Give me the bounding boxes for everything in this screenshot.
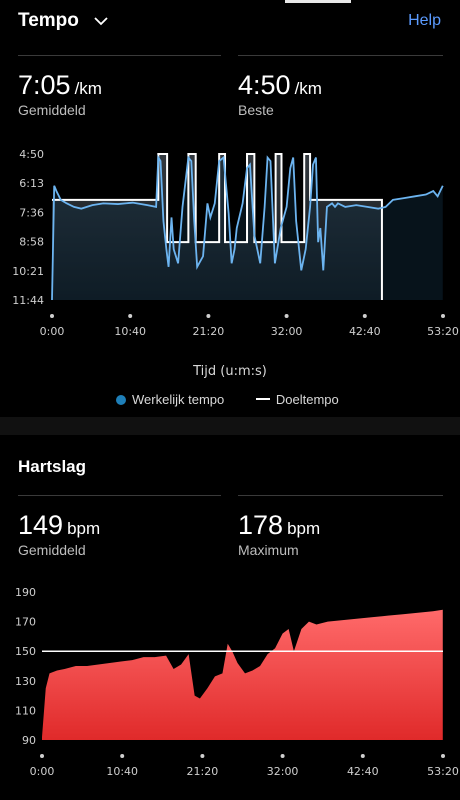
pace-x-tick-label: 0:00 xyxy=(40,325,65,338)
pace-chart[interactable]: 4:50 6:13 7:36 8:58 10:21 11:44 0:00 10:40 21:20… xyxy=(0,140,460,385)
heart-rate-section-title: Hartslag xyxy=(18,457,87,476)
target-pace-line xyxy=(52,153,383,300)
avg-hr-unit: bpm xyxy=(67,519,101,538)
max-hr-value: 178 xyxy=(238,510,284,540)
hr-x-tick-dot xyxy=(360,754,365,758)
divider xyxy=(18,495,221,496)
heart-rate-chart[interactable]: 190 170 150 130 110 90 0:00 10:40 21:20 32:00 42:4… xyxy=(0,580,460,780)
avg-hr-value: 149 xyxy=(18,510,64,540)
avg-pace-value: 7:05 xyxy=(18,70,71,100)
actual-pace-line xyxy=(51,154,444,301)
legend-actual-label: Werkelijk tempo xyxy=(132,392,225,407)
target-pace-legend-line xyxy=(255,398,270,400)
hr-x-tick-dot xyxy=(200,754,205,758)
hr-x-tick-label: 53:20 xyxy=(427,765,459,778)
avg-hr-label: Gemiddeld xyxy=(18,542,86,558)
pace-x-tick-dot xyxy=(441,314,445,318)
pace-y-tick-label: 10:21 xyxy=(12,265,44,278)
hr-y-tick-label: 110 xyxy=(15,704,36,717)
pace-x-tick-label: 53:20 xyxy=(427,325,459,338)
pace-y-tick-label: 8:58 xyxy=(19,236,44,249)
target-pace-area xyxy=(52,154,382,300)
hr-x-tick-dot xyxy=(120,754,125,758)
hr-x-tick-dot xyxy=(280,754,285,758)
divider xyxy=(238,55,443,56)
pace-y-tick-label: 4:50 xyxy=(19,148,44,161)
divider xyxy=(238,495,443,496)
hr-x-tick-label: 10:40 xyxy=(106,765,138,778)
best-pace-label: Beste xyxy=(238,102,274,118)
active-tab-indicator xyxy=(285,0,351,3)
pace-x-tick-label: 21:20 xyxy=(193,325,225,338)
divider xyxy=(18,55,221,56)
hr-y-tick-label: 130 xyxy=(15,675,36,688)
pace-x-tick-label: 42:40 xyxy=(349,325,381,338)
page-title[interactable]: Tempo xyxy=(18,10,79,31)
pace-x-tick-dot xyxy=(284,314,289,318)
pace-y-tick-label: 7:36 xyxy=(19,206,44,219)
hr-x-tick-label: 42:40 xyxy=(347,765,379,778)
pace-legend: Werkelijk tempo Doeltempo xyxy=(116,392,339,407)
pace-x-tick-label: 32:00 xyxy=(271,325,303,338)
max-hr-label: Maximum xyxy=(238,542,299,558)
hr-y-tick-label: 190 xyxy=(15,586,36,599)
avg-pace-unit: /km xyxy=(74,79,102,98)
pace-x-tick-dot xyxy=(128,314,133,318)
legend-target-label: Doeltempo xyxy=(275,392,339,407)
max-hr-unit: bpm xyxy=(287,519,321,538)
avg-pace-stat: 7:05/km xyxy=(18,70,102,101)
heart-rate-area xyxy=(42,609,443,740)
pace-y-tick-label: 6:13 xyxy=(19,177,44,190)
hr-x-tick-label: 32:00 xyxy=(267,765,299,778)
best-pace-stat: 4:50/km xyxy=(238,70,322,101)
avg-pace-label: Gemiddeld xyxy=(18,102,86,118)
hr-y-tick-label: 170 xyxy=(15,616,36,629)
hr-x-tick-dot xyxy=(40,754,44,758)
hr-y-tick-label: 90 xyxy=(22,734,36,747)
hr-y-tick-label: 150 xyxy=(15,645,36,658)
pace-y-tick-label: 11:44 xyxy=(12,294,44,307)
section-separator xyxy=(0,417,460,435)
help-button[interactable]: Help xyxy=(408,12,441,29)
chevron-down-icon[interactable] xyxy=(94,16,108,26)
pace-x-tick-dot xyxy=(206,314,211,318)
actual-pace-legend-dot xyxy=(116,395,126,405)
best-pace-unit: /km xyxy=(294,79,322,98)
max-hr-stat: 178 bpm xyxy=(238,510,320,541)
hr-x-tick-dot xyxy=(441,754,445,758)
pace-x-tick-label: 10:40 xyxy=(114,325,146,338)
pace-x-tick-dot xyxy=(50,314,54,318)
hr-x-tick-label: 0:00 xyxy=(30,765,55,778)
avg-hr-stat: 149 bpm xyxy=(18,510,100,541)
pace-x-axis-title: Tijd (u:m:s) xyxy=(192,364,267,379)
hr-x-tick-label: 21:20 xyxy=(187,765,219,778)
pace-x-tick-dot xyxy=(362,314,367,318)
best-pace-value: 4:50 xyxy=(238,70,291,100)
